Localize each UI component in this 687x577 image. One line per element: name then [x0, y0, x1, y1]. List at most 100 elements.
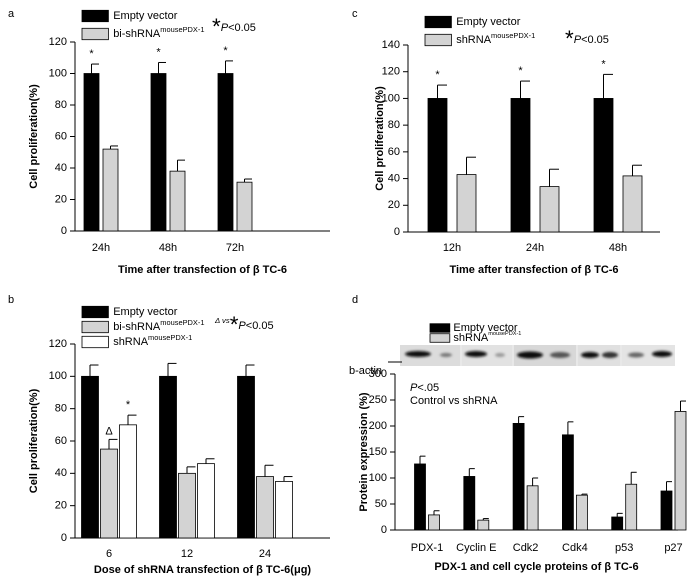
- blot-strip: [514, 345, 576, 366]
- y-tick-label: 120: [49, 338, 67, 350]
- significance-mark: *: [518, 65, 523, 77]
- bar: [197, 463, 215, 539]
- note-part: P: [238, 320, 246, 332]
- legend-name: shRNA: [453, 332, 489, 344]
- y-tick-label: 250: [369, 394, 387, 406]
- error-bar: [205, 458, 215, 464]
- legend-label: shRNAmousePDX-1: [456, 31, 535, 46]
- panel-label: c: [352, 8, 358, 20]
- y-tick-label: 0: [61, 532, 67, 544]
- band: [517, 351, 543, 359]
- bar: [456, 174, 477, 233]
- legend-superscript: mousePDX-1: [491, 31, 535, 40]
- x-tick-label: 72h: [226, 242, 244, 254]
- bar: [512, 422, 525, 531]
- note-part: <.05: [417, 382, 439, 394]
- error-bar: [680, 400, 686, 412]
- bar: [256, 476, 274, 539]
- bar: [236, 181, 253, 232]
- bar: [275, 481, 293, 539]
- stat-caption: Control vs shRNA: [410, 395, 498, 407]
- legend-swatch: [81, 335, 109, 349]
- legend-swatch: [81, 9, 109, 23]
- bar: [217, 73, 234, 232]
- y-tick-label: 50: [375, 498, 387, 510]
- panel-label: a: [8, 8, 15, 20]
- bar: [81, 375, 99, 539]
- significance-mark: *: [223, 45, 228, 57]
- band: [465, 351, 487, 357]
- x-tick-label: 24h: [526, 242, 544, 254]
- band: [440, 353, 452, 357]
- significance-mark: Δ: [105, 425, 113, 437]
- x-tick-label: 24: [259, 548, 271, 560]
- x-tick-label: Cdk2: [513, 542, 539, 554]
- band: [405, 351, 431, 357]
- legend-name: Empty vector: [453, 322, 518, 334]
- bar: [576, 494, 588, 531]
- x-tick-label: PDX-1: [411, 542, 443, 554]
- blot-bands: [405, 351, 672, 359]
- error-bar: [245, 364, 255, 377]
- panel-label: b: [8, 294, 14, 306]
- legend-label: Empty vector: [453, 322, 518, 334]
- y-axis-label: Cell proliferation(%): [28, 84, 40, 189]
- x-tick-label: 6: [106, 548, 112, 560]
- legend-superscript: mousePDX-1: [488, 331, 521, 337]
- legend-name: Empty vector: [113, 10, 178, 22]
- error-bar: [567, 421, 574, 435]
- legend-label: bi-shRNAmousePDX-1: [113, 318, 204, 333]
- legend-swatch: [429, 333, 451, 343]
- bar: [625, 483, 638, 531]
- blot-strip: [622, 345, 675, 366]
- note-part: *: [565, 26, 574, 51]
- bar: [83, 73, 100, 232]
- y-tick-label: 20: [55, 500, 67, 512]
- error-bar: [482, 518, 489, 521]
- legend-label: Empty vector: [456, 16, 521, 28]
- y-tick-label: 100: [382, 92, 400, 104]
- note-part: *: [212, 14, 221, 39]
- y-axis-label: Cell proliferation(%): [374, 86, 386, 191]
- error-bar: [466, 156, 476, 175]
- bar: [100, 448, 118, 539]
- y-tick-label: 60: [388, 146, 400, 158]
- note: Δ vs*P<0.05: [214, 312, 274, 337]
- bar: [477, 519, 490, 531]
- legend-swatch: [81, 305, 109, 319]
- error-bar: [603, 73, 613, 99]
- note-part: <0.05: [581, 34, 609, 46]
- error-bar: [518, 416, 525, 424]
- significance-mark: *: [156, 46, 161, 58]
- x-tick-label: 12: [181, 548, 193, 560]
- blot-strip: [400, 345, 460, 366]
- bar: [463, 476, 476, 531]
- western-blot: [388, 345, 675, 366]
- y-tick-label: 20: [388, 199, 400, 211]
- band: [581, 352, 599, 358]
- y-tick-label: 300: [369, 368, 387, 380]
- bar: [622, 175, 643, 233]
- x-tick-label: 24h: [92, 242, 110, 254]
- error-bar: [108, 438, 118, 450]
- legend-name: Empty vector: [456, 16, 521, 28]
- x-axis-label: Time after transfection of β TC-6: [449, 264, 618, 276]
- y-tick-label: 40: [55, 162, 67, 174]
- error-bar: [581, 493, 588, 496]
- note: P<.05: [410, 382, 439, 394]
- bar: [150, 73, 167, 232]
- panel-label: d: [352, 294, 358, 306]
- error-bar: [549, 168, 559, 187]
- bar: [674, 411, 687, 531]
- blot-label: b-actin: [349, 365, 382, 377]
- bar: [611, 516, 624, 531]
- error-bar: [616, 512, 623, 517]
- error-bar: [167, 362, 177, 377]
- y-tick-label: 100: [369, 472, 387, 484]
- note-part: P: [410, 382, 418, 394]
- legend-name: bi-shRNA: [113, 321, 161, 333]
- blot-strip: [462, 345, 512, 366]
- error-bar: [89, 364, 99, 377]
- y-tick-label: 150: [369, 446, 387, 458]
